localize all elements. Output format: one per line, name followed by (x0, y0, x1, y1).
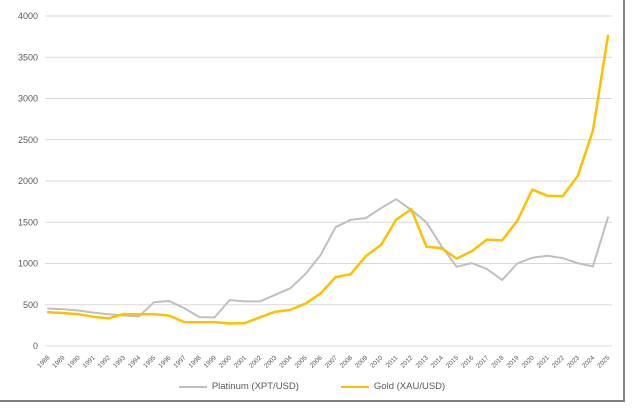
x-axis-tick-label: 1997 (172, 354, 187, 369)
y-axis-tick-label: 3500 (18, 52, 38, 62)
x-axis-tick-label: 2025 (596, 354, 611, 369)
x-axis-tick-label: 2019 (505, 354, 520, 369)
legend-line-swatch (340, 385, 369, 388)
x-axis-tick-label: 2001 (233, 354, 248, 369)
x-axis-tick-label: 1993 (112, 354, 127, 369)
x-axis-tick-label: 1991 (82, 354, 97, 369)
y-axis-tick-label: 3000 (18, 94, 38, 104)
x-axis-tick-label: 2003 (263, 354, 278, 369)
x-axis-tick-label: 2011 (385, 354, 400, 369)
legend-label: Platinum (XPT/USD) (211, 381, 299, 392)
y-axis-tick-label: 2500 (18, 135, 38, 145)
series-line-platinum (47, 198, 609, 319)
x-axis-tick-label: 2017 (475, 354, 490, 369)
x-axis-tick-label: 2010 (369, 354, 384, 369)
window-border-bottom (0, 400, 625, 402)
x-axis-tick-label: 1996 (157, 354, 172, 369)
x-axis-tick-label: 2023 (566, 354, 581, 369)
x-axis-tick-label: 2005 (294, 354, 309, 369)
x-axis-tick-label: 1992 (97, 354, 112, 369)
legend-label: Gold (XAU/USD) (373, 381, 446, 392)
x-axis-tick-label: 2000 (218, 354, 233, 369)
y-axis-tick-label: 0 (33, 341, 38, 351)
x-axis-tick-label: 1999 (203, 354, 218, 369)
x-axis-tick-label: 2012 (399, 354, 414, 369)
x-axis-tick-label: 2006 (309, 354, 324, 369)
x-axis-tick-label: 2016 (460, 354, 475, 369)
legend-line-swatch (178, 385, 207, 388)
x-axis-tick-label: 2014 (430, 354, 445, 369)
x-axis-tick-label: 1989 (51, 354, 66, 369)
x-axis-tick-label: 2004 (278, 354, 293, 369)
x-axis-tick-label: 2008 (339, 354, 354, 369)
legend-item-platinum: Platinum (XPT/USD) (178, 381, 299, 392)
chart-legend: Platinum (XPT/USD) Gold (XAU/USD) (0, 381, 624, 392)
x-axis-tick-label: 1994 (127, 354, 142, 369)
y-axis-tick-label: 1500 (18, 217, 38, 227)
legend-item-gold: Gold (XAU/USD) (340, 381, 446, 392)
y-axis-tick-label: 4000 (18, 11, 38, 21)
x-axis-tick-label: 2020 (521, 354, 536, 369)
x-axis-tick-label: 1998 (188, 354, 203, 369)
x-axis-tick-label: 2009 (354, 354, 369, 369)
x-axis-tick-label: 2002 (248, 354, 263, 369)
x-axis-tick-label: 2021 (536, 354, 551, 369)
x-axis-tick-label: 1988 (36, 354, 51, 369)
x-axis-tick-label: 2024 (581, 354, 596, 369)
window-border-right (623, 0, 625, 402)
y-axis-tick-label: 500 (23, 300, 38, 310)
x-axis-tick-label: 2007 (324, 354, 339, 369)
x-axis-tick-label: 2018 (490, 354, 505, 369)
x-axis-tick-label: 1995 (142, 354, 157, 369)
x-axis-tick-label: 1990 (67, 354, 82, 369)
x-axis-tick-label: 2022 (551, 354, 566, 369)
x-axis-tick-label: 2015 (445, 354, 460, 369)
x-axis-tick-label: 2013 (415, 354, 430, 369)
y-axis-tick-label: 2000 (18, 176, 38, 186)
series-line-gold (46, 34, 610, 325)
y-axis-tick-label: 1000 (18, 259, 38, 269)
